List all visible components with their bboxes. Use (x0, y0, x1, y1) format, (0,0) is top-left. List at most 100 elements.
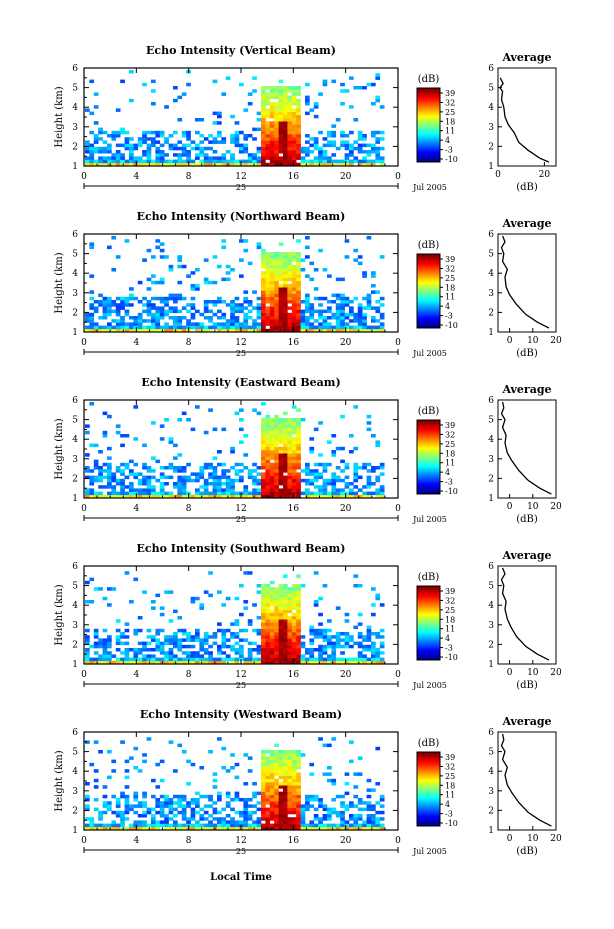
heatmap-cell (151, 143, 156, 148)
heatmap-cell (151, 494, 156, 499)
heatmap-cell (291, 328, 297, 333)
heatmap-cell (256, 494, 262, 499)
heatmap-cell (278, 791, 284, 796)
heatmap-cell (296, 488, 301, 492)
heatmap-cell (133, 328, 139, 333)
heatmap-cell (287, 118, 293, 122)
heatmap-cell (102, 475, 108, 480)
colorbar-segment (417, 278, 440, 281)
heatmap-cell (146, 478, 152, 483)
heatmap-cell (137, 488, 143, 492)
heatmap-cell (269, 434, 275, 438)
heatmap-cell (173, 469, 178, 473)
x-tick-label: 12 (235, 670, 246, 680)
heatmap-cell (327, 316, 332, 320)
heatmap-cell (190, 162, 196, 167)
colorbar-segment (417, 477, 440, 480)
heatmap-cell (159, 280, 165, 285)
heatmap-cell (203, 794, 209, 799)
heatmap-cell (283, 312, 288, 317)
heatmap-cell (300, 826, 306, 831)
heatmap-cell (239, 303, 244, 307)
heatmap-cell (98, 826, 103, 831)
heatmap-cell (283, 450, 288, 454)
heatmap-cell (181, 491, 187, 496)
heatmap-cell (322, 153, 328, 157)
heatmap-cell (335, 635, 341, 639)
y-tick-label: 3 (72, 123, 78, 133)
heatmap-cell (159, 657, 165, 662)
heatmap-cell (261, 322, 266, 326)
heatmap-cell (366, 660, 372, 665)
heatmap-cell (247, 798, 253, 802)
heatmap-cell (151, 660, 156, 665)
colorbar-segment (417, 814, 440, 818)
date-month-year: Jul 2005 (412, 349, 447, 358)
heatmap-cell (287, 478, 293, 483)
heatmap-cell (261, 657, 266, 662)
colorbar-tick-label: 25 (445, 440, 455, 449)
heatmap-cell (366, 414, 372, 419)
heatmap-cell (296, 772, 301, 776)
heatmap-cell (247, 102, 253, 106)
heatmap-cell (349, 325, 354, 330)
heatmap-cell (309, 494, 315, 499)
heatmap-cell (173, 319, 178, 323)
y-tick-label: 4 (72, 767, 78, 777)
heatmap-cell (349, 105, 354, 109)
heatmap-cell (115, 638, 121, 642)
heatmap-cell (291, 785, 297, 789)
heatmap-cell (283, 287, 288, 291)
heatmap-cell (225, 264, 231, 269)
colorbar-segment (417, 807, 440, 810)
heatmap-cell (133, 319, 139, 323)
heatmap-cell (212, 300, 218, 304)
colorbar-segment (417, 149, 440, 152)
colorbar-segment (417, 444, 440, 447)
heatmap-cell (89, 644, 95, 649)
heatmap-cell (296, 319, 301, 323)
heatmap-cell (327, 159, 332, 164)
heatmap-cell (142, 810, 147, 815)
heatmap-cell (313, 628, 319, 633)
heatmap-cell (371, 82, 376, 87)
heatmap-cell (230, 268, 235, 272)
heatmap-cell (107, 807, 112, 812)
heatmap-cell (93, 162, 99, 167)
heatmap-cell (291, 118, 297, 122)
heatmap-cell (283, 801, 288, 805)
colorbar-segment (417, 438, 440, 441)
heatmap-cell (349, 150, 354, 154)
heatmap-cell (296, 491, 301, 496)
heatmap-cell (225, 475, 231, 480)
heatmap-cell (309, 641, 315, 646)
heatmap-cell (265, 153, 271, 157)
heatmap-cell (269, 775, 275, 780)
heatmap-cell (322, 156, 328, 160)
heatmap-cell (265, 414, 271, 419)
heatmap-cell (291, 488, 297, 492)
profile-x-label: (dB) (516, 182, 538, 193)
heatmap-cell (177, 418, 183, 422)
heatmap-cell (283, 424, 288, 428)
heatmap-cell (133, 826, 139, 831)
heatmap-cell (234, 303, 240, 307)
heatmap-cell (274, 306, 279, 310)
heatmap-cell (146, 309, 152, 314)
heatmap-cell (261, 300, 266, 304)
heatmap-cell (344, 820, 350, 824)
heatmap-cell (93, 478, 99, 483)
heatmap-cell (115, 130, 121, 135)
heatmap-cell (349, 450, 354, 454)
heatmap-cell (230, 632, 235, 636)
heatmap-cell (278, 150, 284, 154)
heatmap-cell (186, 820, 191, 824)
heatmap-cell (89, 143, 95, 148)
heatmap-cell (278, 622, 284, 626)
heatmap-cell (177, 153, 183, 157)
heatmap-cell (287, 475, 293, 480)
heatmap-cell (93, 309, 99, 314)
x-tick-label: 8 (186, 670, 192, 680)
heatmap-cell (159, 130, 165, 135)
heatmap-cell (269, 638, 275, 642)
